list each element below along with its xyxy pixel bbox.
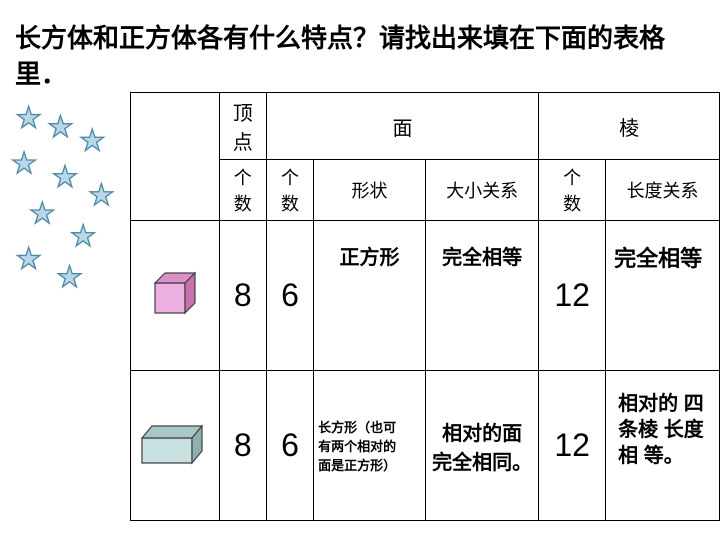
page-title: 长方体和正方体各有什么特点？请找出来填在下面的表格里． <box>15 20 695 93</box>
feature-table: 顶 点 面 棱 个 数 个 数 形状 大小关系 个 数 长度关系 8 6 正方形… <box>130 92 720 521</box>
cuboid-vcount: 8 <box>219 371 266 521</box>
cuboid-elen: 相对的 四条棱 长度相 等。 <box>606 371 720 521</box>
cube-fsize: 完全相等 <box>426 221 539 371</box>
cuboid-fcount: 6 <box>266 371 313 521</box>
cuboid-ecount: 12 <box>539 371 606 521</box>
cube-vcount: 8 <box>219 221 266 371</box>
cube-fcount: 6 <box>266 221 313 371</box>
sub-fshape: 形状 <box>314 160 426 221</box>
decorative-stars <box>0 100 130 300</box>
cube-ecount: 12 <box>539 221 606 371</box>
shape-cuboid <box>131 371 220 521</box>
hdr-edge: 棱 <box>539 93 720 160</box>
cuboid-icon <box>137 418 212 468</box>
cuboid-fsize: 相对的面 完全相同。 <box>426 371 539 521</box>
cuboid-fshape: 长方形（也可 有两个相对的 面是正方形） <box>314 371 426 521</box>
sub-elen: 长度关系 <box>606 160 720 221</box>
shape-cube <box>131 221 220 371</box>
sub-ecount: 个 数 <box>539 160 606 221</box>
col-shape-img <box>131 93 220 221</box>
cube-fshape: 正方形 <box>314 221 426 371</box>
hdr-face: 面 <box>266 93 538 160</box>
cube-icon <box>145 263 205 323</box>
sub-fsize: 大小关系 <box>426 160 539 221</box>
cube-elen: 完全相等 <box>606 221 720 371</box>
hdr-vertex: 顶 点 <box>219 93 266 160</box>
sub-fcount: 个 数 <box>266 160 313 221</box>
sub-vcount: 个 数 <box>219 160 266 221</box>
